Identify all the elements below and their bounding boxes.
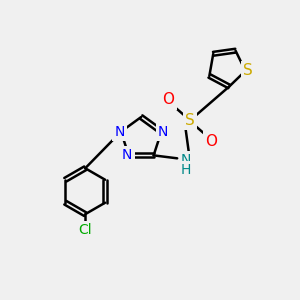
Text: N: N <box>158 125 168 139</box>
Text: Cl: Cl <box>78 224 92 237</box>
Text: N: N <box>181 153 191 167</box>
Text: S: S <box>185 113 195 128</box>
Text: O: O <box>162 92 174 107</box>
Text: H: H <box>181 163 191 177</box>
Text: O: O <box>205 134 217 149</box>
Text: N: N <box>122 148 132 162</box>
Text: N: N <box>114 125 125 139</box>
Text: S: S <box>244 63 253 78</box>
